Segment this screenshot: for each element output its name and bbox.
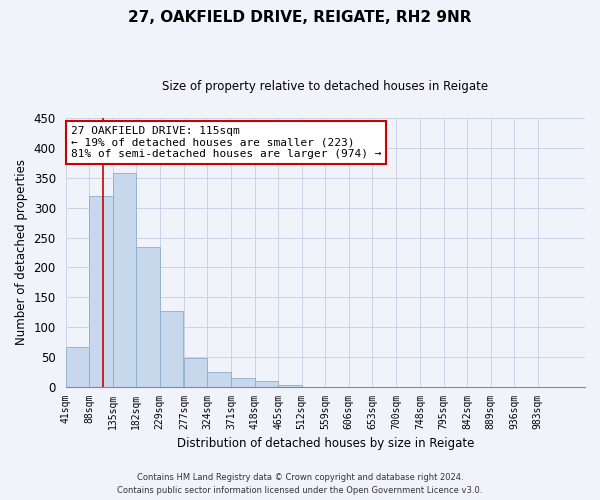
Bar xyxy=(302,386,325,387)
X-axis label: Distribution of detached houses by size in Reigate: Distribution of detached houses by size … xyxy=(176,437,474,450)
Bar xyxy=(538,386,562,387)
Text: 27, OAKFIELD DRIVE, REIGATE, RH2 9NR: 27, OAKFIELD DRIVE, REIGATE, RH2 9NR xyxy=(128,10,472,25)
Bar xyxy=(184,358,208,387)
Bar xyxy=(420,386,443,387)
Bar xyxy=(65,347,89,387)
Bar xyxy=(160,311,184,387)
Title: Size of property relative to detached houses in Reigate: Size of property relative to detached ho… xyxy=(162,80,488,93)
Text: 27 OAKFIELD DRIVE: 115sqm
← 19% of detached houses are smaller (223)
81% of semi: 27 OAKFIELD DRIVE: 115sqm ← 19% of detac… xyxy=(71,126,381,159)
Bar xyxy=(89,196,113,387)
Bar xyxy=(208,372,231,387)
Bar xyxy=(136,247,160,387)
Bar xyxy=(278,386,302,387)
Bar xyxy=(325,386,349,387)
Bar xyxy=(231,378,254,387)
Text: Contains HM Land Registry data © Crown copyright and database right 2024.
Contai: Contains HM Land Registry data © Crown c… xyxy=(118,474,482,495)
Bar xyxy=(254,380,278,387)
Bar xyxy=(113,173,136,387)
Y-axis label: Number of detached properties: Number of detached properties xyxy=(15,160,28,346)
